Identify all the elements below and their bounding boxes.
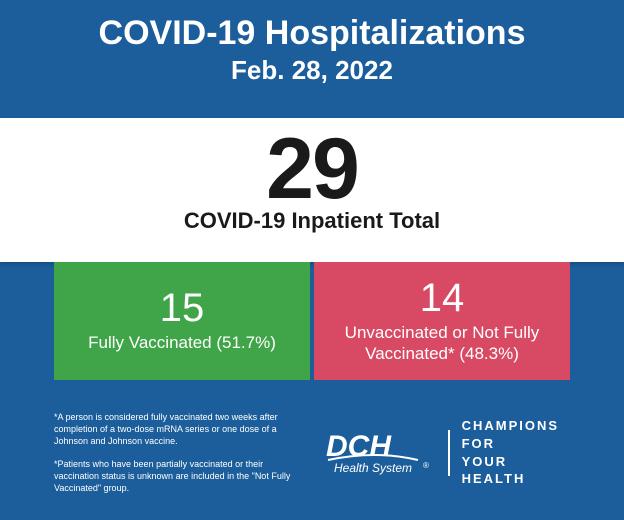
tagline-line-1: CHAMPIONS FOR <box>462 417 570 452</box>
total-band: 29 COVID-19 Inpatient Total <box>0 118 624 262</box>
dch-logo-icon: DCH Health System ® <box>326 428 436 478</box>
header: COVID-19 Hospitalizations Feb. 28, 2022 <box>0 0 624 86</box>
panel-unvaccinated-value: 14 <box>314 278 570 318</box>
infographic-root: COVID-19 Hospitalizations Feb. 28, 2022 … <box>0 0 624 520</box>
tagline-line-2: YOUR HEALTH <box>462 453 570 488</box>
footnotes: *A person is considered fully vaccinated… <box>54 411 306 494</box>
panel-unvaccinated: 14 Unvaccinated or Not Fully Vaccinated*… <box>314 262 570 380</box>
footnote-2: *Patients who have been partially vaccin… <box>54 458 306 494</box>
total-value: 29 <box>0 118 624 212</box>
panel-vaccinated: 15 Fully Vaccinated (51.7%) <box>54 262 310 380</box>
panel-unvaccinated-label: Unvaccinated or Not Fully Vaccinated* (4… <box>314 322 570 365</box>
footer: *A person is considered fully vaccinated… <box>54 411 570 494</box>
total-label: COVID-19 Inpatient Total <box>0 208 624 234</box>
panel-vaccinated-label: Fully Vaccinated (51.7%) <box>54 332 310 353</box>
page-date: Feb. 28, 2022 <box>0 55 624 86</box>
pointer-icon <box>430 248 454 262</box>
panel-vaccinated-value: 15 <box>54 288 310 328</box>
logo-block: DCH Health System ® CHAMPIONS FOR YOUR H… <box>326 417 570 487</box>
logo-divider <box>448 430 450 476</box>
pointer-icon <box>170 248 194 262</box>
registered-mark: ® <box>423 461 429 470</box>
footnote-1: *A person is considered fully vaccinated… <box>54 411 306 447</box>
split-panels: 15 Fully Vaccinated (51.7%) 14 Unvaccina… <box>54 262 570 380</box>
logo-org-sub: Health System <box>334 461 412 475</box>
logo-tagline: CHAMPIONS FOR YOUR HEALTH <box>462 417 570 487</box>
page-title: COVID-19 Hospitalizations <box>0 14 624 53</box>
